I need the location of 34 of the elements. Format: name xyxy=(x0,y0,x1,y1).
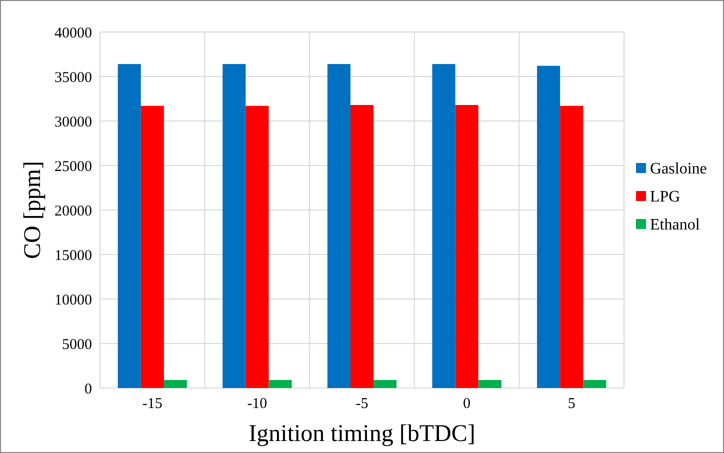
bar xyxy=(327,64,350,388)
bar xyxy=(268,380,292,388)
bar xyxy=(164,380,187,388)
bar xyxy=(560,106,584,388)
bar xyxy=(455,104,478,388)
x-axis-title: Ignition timing [bTDC] xyxy=(248,421,476,447)
bar xyxy=(350,104,374,388)
y-tick-label: 25000 xyxy=(54,158,92,175)
legend-label: Gasloine xyxy=(650,160,707,178)
y-tick-label: 15000 xyxy=(54,248,92,264)
bar xyxy=(246,106,269,388)
bar xyxy=(118,64,141,388)
bar xyxy=(537,66,560,388)
bar xyxy=(140,106,164,388)
bar xyxy=(432,64,456,388)
x-tick-label: 0 xyxy=(463,396,471,412)
bar xyxy=(583,380,606,388)
x-tick-label: 5 xyxy=(568,396,576,412)
x-tick-label: -15 xyxy=(142,396,162,412)
x-tick-label: -10 xyxy=(247,396,268,412)
legend-label: Ethanol xyxy=(650,216,700,234)
y-tick-label: 20000 xyxy=(54,203,92,220)
y-tick-label: 5000 xyxy=(62,336,92,353)
y-tick-label: 10000 xyxy=(54,292,92,308)
legend-label: LPG xyxy=(650,188,681,206)
y-tick-label: 40000 xyxy=(54,25,92,42)
y-axis-title: CO [ppm] xyxy=(20,161,46,259)
y-tick-label: 30000 xyxy=(54,114,92,130)
bar xyxy=(374,380,397,388)
x-tick-label: -5 xyxy=(356,396,368,412)
bar xyxy=(222,64,246,388)
y-tick-label: 0 xyxy=(84,381,92,398)
bar xyxy=(478,380,502,388)
y-tick-label: 35000 xyxy=(54,70,92,86)
